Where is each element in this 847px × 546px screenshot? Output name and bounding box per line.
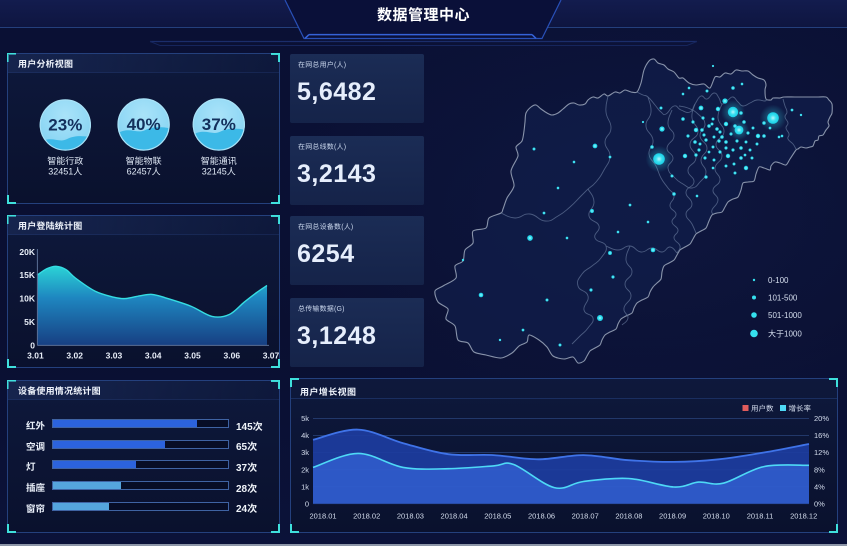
svg-text:3.03: 3.03 bbox=[106, 351, 123, 361]
svg-text:2018.12: 2018.12 bbox=[790, 511, 817, 520]
svg-text:2018.11: 2018.11 bbox=[747, 511, 774, 520]
svg-text:20%: 20% bbox=[814, 414, 829, 423]
svg-text:15K: 15K bbox=[19, 270, 35, 280]
svg-text:2018.07: 2018.07 bbox=[572, 511, 599, 520]
svg-text:3k: 3k bbox=[301, 448, 309, 457]
svg-text:23%: 23% bbox=[48, 116, 82, 135]
svg-text:2018.06: 2018.06 bbox=[528, 511, 555, 520]
svg-text:智能行政: 智能行政 bbox=[47, 156, 83, 166]
svg-text:37%: 37% bbox=[202, 115, 236, 134]
svg-text:2018.04: 2018.04 bbox=[441, 511, 468, 520]
svg-text:10K: 10K bbox=[19, 294, 35, 304]
svg-text:62457人: 62457人 bbox=[127, 167, 161, 177]
svg-text:2018.10: 2018.10 bbox=[703, 511, 730, 520]
svg-text:12%: 12% bbox=[814, 448, 829, 457]
svg-text:增长率: 增长率 bbox=[789, 404, 812, 413]
svg-text:40%: 40% bbox=[127, 115, 161, 134]
svg-text:3.01: 3.01 bbox=[27, 351, 44, 361]
svg-text:1k: 1k bbox=[301, 482, 309, 491]
svg-text:32451人: 32451人 bbox=[48, 167, 82, 177]
svg-text:2018.08: 2018.08 bbox=[615, 511, 642, 520]
svg-text:2018.01: 2018.01 bbox=[309, 511, 336, 520]
svg-text:4k: 4k bbox=[301, 431, 309, 440]
svg-text:5k: 5k bbox=[301, 414, 309, 423]
svg-text:2018.05: 2018.05 bbox=[484, 511, 511, 520]
svg-text:2k: 2k bbox=[301, 465, 309, 474]
svg-text:智能通讯: 智能通讯 bbox=[201, 156, 237, 166]
svg-text:5K: 5K bbox=[24, 317, 36, 327]
svg-text:2018.09: 2018.09 bbox=[659, 511, 686, 520]
svg-text:用户数: 用户数 bbox=[751, 404, 774, 413]
svg-text:2018.03: 2018.03 bbox=[397, 511, 424, 520]
svg-text:3.07: 3.07 bbox=[263, 351, 280, 361]
svg-text:4%: 4% bbox=[814, 482, 825, 491]
svg-text:0: 0 bbox=[305, 499, 309, 508]
svg-text:0: 0 bbox=[30, 340, 35, 350]
svg-text:501-1000: 501-1000 bbox=[768, 311, 802, 320]
svg-text:3.06: 3.06 bbox=[224, 351, 241, 361]
svg-text:0-100: 0-100 bbox=[768, 276, 789, 285]
svg-text:16%: 16% bbox=[814, 431, 829, 440]
svg-text:3.04: 3.04 bbox=[145, 351, 162, 361]
svg-text:101-500: 101-500 bbox=[768, 293, 798, 302]
svg-text:20K: 20K bbox=[19, 247, 35, 257]
svg-text:3.05: 3.05 bbox=[184, 351, 201, 361]
svg-text:0%: 0% bbox=[814, 499, 825, 508]
svg-text:3.02: 3.02 bbox=[66, 351, 83, 361]
svg-text:8%: 8% bbox=[814, 465, 825, 474]
svg-text:32145人: 32145人 bbox=[202, 167, 236, 177]
svg-text:大于1000: 大于1000 bbox=[768, 328, 802, 338]
svg-text:2018.02: 2018.02 bbox=[353, 511, 380, 520]
svg-text:智能物联: 智能物联 bbox=[126, 156, 162, 166]
